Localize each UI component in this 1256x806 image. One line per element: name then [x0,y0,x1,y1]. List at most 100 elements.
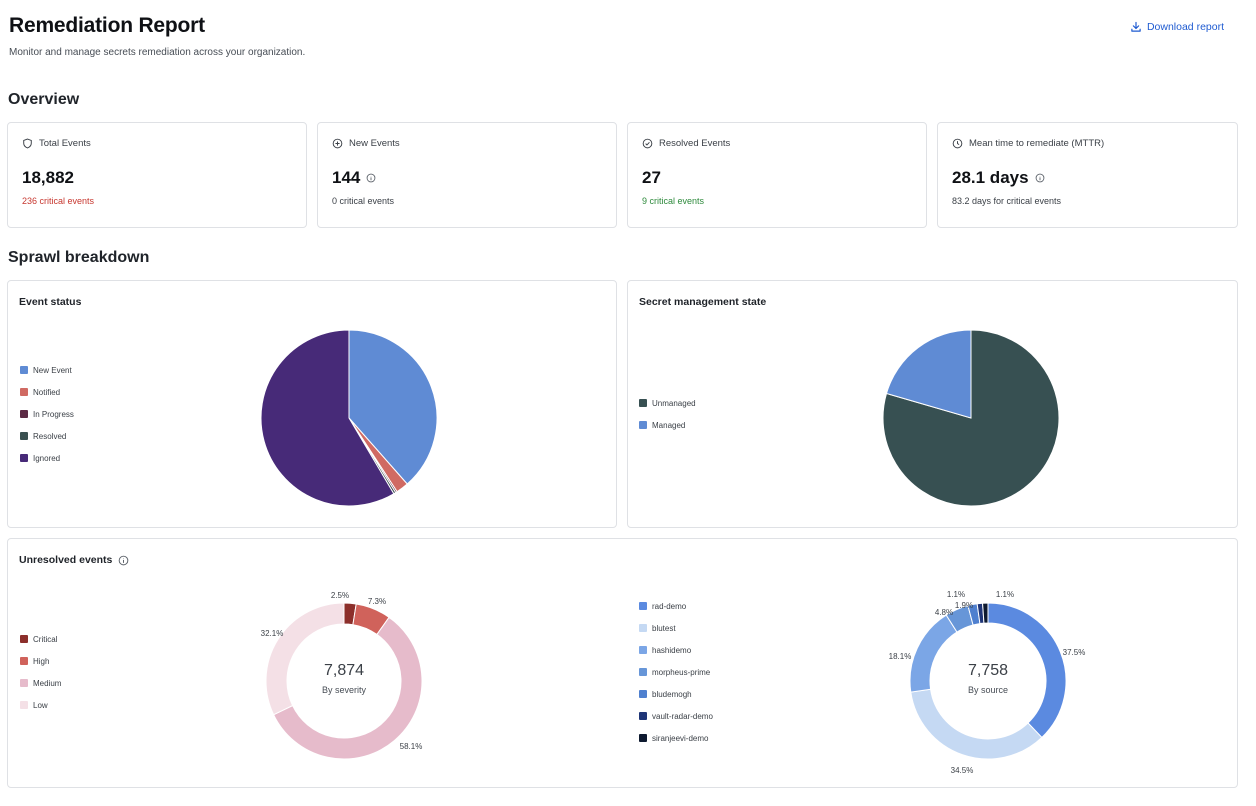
secret-state-legend: Unmanaged Managed [639,392,696,436]
total-events-sub: 236 critical events [22,196,95,206]
donut-slice-blutest[interactable] [910,688,1043,760]
download-report-label: Download report [1146,21,1224,33]
pie-slice-managed[interactable] [885,329,972,419]
donut-slice-medium[interactable] [272,616,423,760]
legend-item-morpheus-prime[interactable]: morpheus-prime [639,661,713,683]
mttr-label: Mean time to remediate (MTTR) [969,138,1105,149]
legend-item-ignored[interactable]: Ignored [20,447,74,469]
total-events-value: 18,882 [22,168,74,187]
new-events-label: New Events [349,138,400,149]
legend-item-managed[interactable]: Managed [639,414,696,436]
shield-icon [23,138,32,149]
donut-center-value: 7,758 [968,662,1008,679]
new-events-value: 144 [332,168,361,187]
mttr-sub: 83.2 days for critical events [952,196,1062,206]
legend-swatch [639,734,647,742]
donut-center-value: 7,874 [324,662,364,679]
unresolved-events-title: Unresolved events [19,554,129,566]
legend-label: New Event [33,365,72,375]
donut-slice-hashidemo[interactable] [909,614,958,693]
stat-label-row: Mean time to remediate (MTTR) [952,138,1104,149]
legend-item-rad-demo[interactable]: rad-demo [639,595,713,617]
new-events-card: New Events 144 0 critical events [317,122,617,228]
event-status-title: Event status [19,296,81,308]
legend-item-medium[interactable]: Medium [20,672,61,694]
info-icon[interactable] [1035,173,1045,183]
resolved-events-value: 27 [642,168,661,187]
legend-label: Critical [33,634,58,644]
mttr-card: Mean time to remediate (MTTR) 28.1 days … [937,122,1238,228]
donut-slice-low[interactable] [265,602,345,716]
legend-swatch [20,635,28,643]
legend-label: Ignored [33,453,61,463]
info-icon[interactable] [118,555,129,566]
legend-label: Unmanaged [652,398,696,408]
legend-item-resolved[interactable]: Resolved [20,425,74,447]
data-label-hashidemo: 18.1% [889,652,912,661]
data-label-siranjeevi-demo: 1.1% [996,590,1014,599]
pie-slice-new-event[interactable] [348,329,438,485]
event-status-panel: Event status New Event Notified In Progres… [7,280,617,528]
legend-swatch [20,679,28,687]
event-status-pie-chart [260,329,438,507]
data-label-low: 32.1% [261,629,284,638]
legend-item-low[interactable]: Low [20,694,61,716]
resolved-events-label: Resolved Events [659,138,731,149]
legend-item-new-event[interactable]: New Event [20,359,74,381]
data-label-high: 7.3% [368,597,386,606]
legend-swatch [20,657,28,665]
legend-swatch [639,646,647,654]
legend-item-high[interactable]: High [20,650,61,672]
source-legend: rad-demo blutest hashidemo morpheus-prime bl… [639,595,713,749]
donut-slice-siranjeevi-demo[interactable] [982,602,989,624]
legend-item-bludemogh[interactable]: bludemogh [639,683,713,705]
data-label-critical: 2.5% [331,591,349,600]
pie-slice-ignored[interactable] [260,329,395,507]
resolved-events-card: Resolved Events 27 9 critical events [627,122,927,228]
legend-label: Medium [33,678,62,688]
legend-label: hashidemo [652,645,692,655]
legend-label: bludemogh [652,689,692,699]
event-status-legend: New Event Notified In Progress Resolved Igno… [20,359,74,469]
legend-swatch [20,701,28,709]
overview-heading: Overview [8,91,80,108]
legend-swatch [639,624,647,632]
download-report-link[interactable]: Download report [1130,21,1224,33]
legend-label: Notified [33,387,61,397]
resolved-events-sub: 9 critical events [642,196,705,206]
legend-label: High [33,656,50,666]
legend-item-in-progress[interactable]: In Progress [20,403,74,425]
legend-label: morpheus-prime [652,667,711,677]
data-label-vault-radar-demo: 1.1% [947,590,965,599]
plus-circle-icon [332,138,343,149]
legend-item-hashidemo[interactable]: hashidemo [639,639,713,661]
sprawl-heading: Sprawl breakdown [8,249,150,266]
legend-item-vault-radar-demo[interactable]: vault-radar-demo [639,705,713,727]
legend-item-critical[interactable]: Critical [20,628,61,650]
severity-donut-chart: 2.5% 7.3% 58.1% 32.1% 7,874 By severity [261,591,423,760]
legend-item-siranjeevi-demo[interactable]: siranjeevi-demo [639,727,713,749]
legend-item-blutest[interactable]: blutest [639,617,713,639]
event-status-title-text: Event status [19,296,82,308]
legend-swatch [639,690,647,698]
legend-label: rad-demo [652,601,687,611]
donut-center-label: By severity [322,685,367,695]
new-events-value-row: 144 [332,168,376,188]
legend-swatch [20,410,28,418]
data-label-rad-demo: 37.5% [1063,648,1086,657]
download-icon [1131,21,1141,32]
legend-swatch [20,432,28,440]
data-label-blutest: 34.5% [951,766,974,775]
secret-state-panel: Secret management state Unmanaged Managed [627,280,1238,528]
legend-item-unmanaged[interactable]: Unmanaged [639,392,696,414]
data-label-morpheus-prime: 4.8% [935,608,953,617]
legend-item-notified[interactable]: Notified [20,381,74,403]
legend-swatch [20,366,28,374]
secret-state-pie-chart [882,329,1060,507]
severity-legend: Critical High Medium Low [20,628,61,716]
stat-label-row: Resolved Events [642,138,730,149]
legend-swatch [639,668,647,676]
mttr-value: 28.1 days [952,168,1029,187]
info-icon[interactable] [366,173,376,183]
legend-label: siranjeevi-demo [652,733,709,743]
